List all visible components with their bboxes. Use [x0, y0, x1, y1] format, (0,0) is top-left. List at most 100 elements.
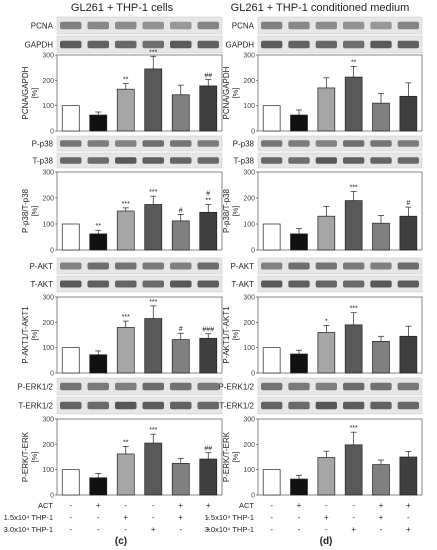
y-tick-label: 0 [50, 129, 54, 136]
blot-strip [257, 16, 423, 35]
treatment-label: 1.5x10⁴ THP-1 [205, 513, 254, 522]
blot-band [115, 280, 137, 288]
bar [262, 105, 281, 132]
plot-frame [257, 171, 423, 251]
treatment-sign: - [69, 501, 72, 510]
significance-label: # [206, 191, 210, 198]
plot-frame [257, 296, 423, 374]
significance-label: ** [351, 59, 357, 66]
treatment-sign: + [151, 525, 156, 534]
bar [290, 114, 308, 132]
y-tick-label: 100 [42, 103, 54, 110]
plot-frame [56, 418, 223, 496]
blot-band [115, 21, 137, 30]
treatment-sign: + [297, 501, 302, 510]
blot-band [197, 280, 219, 288]
blot-band [397, 401, 419, 410]
western-blot: P-ERK1/2 T-ERK1/2 [218, 377, 423, 415]
panel-d-title: GL261 + THP-1 conditioned medium [231, 2, 410, 14]
blot-band [343, 401, 365, 410]
blot-band [370, 280, 392, 288]
bar [199, 458, 218, 496]
blot-strip [56, 257, 223, 275]
treatment-sign: - [152, 501, 155, 510]
bar [89, 233, 108, 251]
blot-label: T-AKT [30, 280, 53, 289]
y-tick-label: 200 [42, 78, 54, 85]
significance-label: # [406, 200, 410, 207]
treatment-label: 1.5x10⁴ THP-1 [4, 513, 53, 522]
y-tick-label: 100 [42, 222, 54, 229]
significance-label: ## [204, 73, 212, 80]
treatment-label: 3.0x10⁴ THP-1 [4, 525, 53, 534]
blot-strip [257, 135, 423, 152]
y-tick-label: 100 [243, 103, 255, 110]
bar [344, 444, 363, 496]
blot-band [397, 280, 419, 288]
blot-band [142, 262, 164, 270]
blot-band [397, 382, 419, 391]
blot-band [197, 157, 219, 164]
blot-band [197, 140, 219, 147]
blot-band [197, 382, 219, 391]
bar [144, 442, 163, 496]
blot-strip [56, 16, 223, 35]
blot-band [60, 40, 82, 49]
significance-label: *** [350, 185, 358, 192]
plot-frame [257, 418, 423, 496]
treatment-sign: + [206, 525, 211, 534]
blot-strip [56, 35, 223, 54]
y-tick-label: 100 [42, 467, 54, 474]
y-tick-label: 200 [243, 78, 255, 85]
y-axis-unit: [%] [231, 88, 240, 99]
blot-strip [56, 152, 223, 169]
bar [399, 95, 418, 132]
blot-strip [257, 257, 423, 275]
treatment-table-(d): ACT - + - - + +1.5x10⁴ THP-1- - + - + -3.0x10⁴ THP-… [205, 501, 411, 534]
blot-band [288, 382, 310, 391]
y-axis-unit: [%] [30, 452, 39, 463]
y-tick-label: 200 [42, 442, 54, 449]
bar [144, 68, 163, 132]
blot-band [142, 21, 164, 30]
blot-label: PCNA [31, 22, 54, 31]
blot-band [170, 140, 192, 147]
bar [61, 223, 80, 251]
blot-band [370, 140, 392, 147]
bar [399, 456, 418, 496]
blot-band [343, 262, 365, 270]
y-tick-label: 200 [243, 196, 255, 203]
blot-band [261, 401, 283, 410]
y-axis-unit: [%] [30, 88, 39, 99]
plot-frame [257, 54, 423, 132]
y-tick-label: 300 [243, 295, 255, 302]
significance-label: ** [123, 77, 129, 84]
plot-frame [56, 54, 223, 132]
panel-c-title: GL261 + THP-1 cells [71, 2, 174, 14]
significance-label: *** [149, 189, 157, 196]
blot-band [170, 280, 192, 288]
blot-label: P-p38 [32, 140, 54, 149]
blot-strip [257, 396, 423, 415]
panel-c-letter: (c) [115, 536, 127, 547]
y-axis-label: P-ERK/T-ERK [222, 431, 231, 482]
blot-strip [56, 135, 223, 152]
significance-label: *** [149, 427, 157, 434]
blot-band [197, 262, 219, 270]
bar [290, 233, 308, 251]
blot-strip [56, 377, 223, 396]
plot-frame [56, 296, 223, 374]
y-tick-label: 0 [251, 248, 255, 255]
blot-strip [257, 35, 423, 54]
bar [89, 477, 108, 496]
blot-band [261, 140, 283, 147]
bar [116, 327, 135, 374]
bar [144, 318, 163, 374]
bar [199, 211, 218, 251]
significance-label: *** [149, 49, 157, 56]
blot-band [397, 21, 419, 30]
blot-band [142, 382, 164, 391]
blot-label: GAPDH [25, 41, 54, 50]
blot-band [370, 262, 392, 270]
